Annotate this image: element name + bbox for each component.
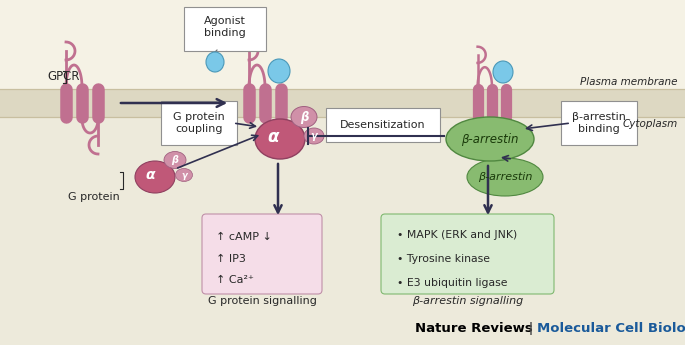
Ellipse shape [175, 168, 192, 181]
Ellipse shape [467, 158, 543, 196]
FancyBboxPatch shape [561, 101, 637, 145]
Text: ↑ IP3: ↑ IP3 [216, 254, 246, 264]
Bar [0, 117, 685, 345]
FancyBboxPatch shape [381, 214, 554, 294]
Text: γ: γ [181, 170, 187, 179]
Ellipse shape [164, 151, 186, 168]
Text: β-arrestin: β-arrestin [461, 132, 519, 146]
Ellipse shape [255, 119, 305, 159]
Text: • E3 ubiquitin ligase: • E3 ubiquitin ligase [397, 278, 508, 288]
Text: β: β [171, 155, 179, 165]
FancyBboxPatch shape [184, 7, 266, 51]
Text: GPCR: GPCR [47, 70, 79, 83]
Text: G protein signalling: G protein signalling [208, 296, 316, 306]
Text: ↑ cAMP ↓: ↑ cAMP ↓ [216, 232, 272, 242]
Text: Agonist
binding: Agonist binding [204, 16, 246, 38]
Ellipse shape [135, 161, 175, 193]
Bar [0, 89, 685, 117]
Ellipse shape [206, 52, 224, 72]
FancyBboxPatch shape [202, 214, 322, 294]
Text: β-arrestin: β-arrestin [478, 172, 532, 182]
Text: β-arrestin signalling: β-arrestin signalling [412, 296, 523, 306]
Text: Nature Reviews: Nature Reviews [415, 322, 533, 335]
Text: G protein: G protein [68, 192, 120, 202]
Ellipse shape [493, 61, 513, 83]
Text: α: α [145, 168, 155, 182]
FancyBboxPatch shape [161, 101, 237, 145]
Text: α: α [267, 128, 279, 146]
Text: γ: γ [311, 131, 317, 141]
Text: β: β [300, 110, 308, 124]
Ellipse shape [291, 107, 317, 128]
Ellipse shape [304, 128, 324, 144]
Text: G protein
coupling: G protein coupling [173, 112, 225, 134]
Text: |: | [524, 322, 538, 335]
Ellipse shape [268, 59, 290, 83]
Text: Cytoplasm: Cytoplasm [623, 119, 678, 129]
Text: Molecular Cell Biology: Molecular Cell Biology [537, 322, 685, 335]
Text: β-arrestin
binding: β-arrestin binding [572, 112, 626, 134]
Text: • MAPK (ERK and JNK): • MAPK (ERK and JNK) [397, 230, 517, 240]
Text: Desensitization: Desensitization [340, 120, 426, 130]
Text: • Tyrosine kinase: • Tyrosine kinase [397, 254, 490, 264]
FancyBboxPatch shape [326, 108, 440, 142]
Text: ↑ Ca²⁺: ↑ Ca²⁺ [216, 275, 254, 285]
Bar [0, 0, 685, 89]
Ellipse shape [446, 117, 534, 161]
Text: Plasma membrane: Plasma membrane [580, 77, 678, 87]
